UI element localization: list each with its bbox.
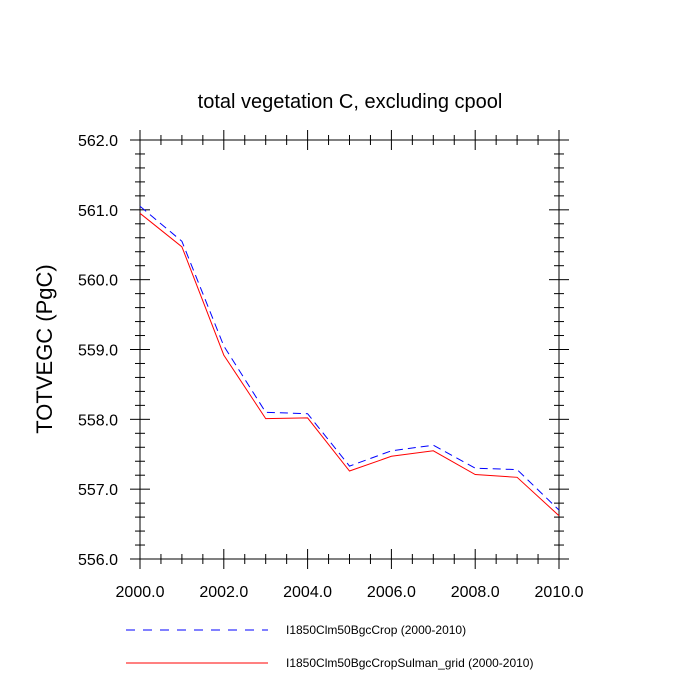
y-axis-label: TOTVEGC (PgC) [32,264,57,434]
x-tick-label: 2010.0 [535,584,584,601]
legend-label-2: I1850Clm50BgcCropSulman_grid (2000-2010) [286,656,533,670]
series-line-1 [139,205,560,511]
y-tick-label: 558.0 [78,412,118,429]
x-tick-label: 2000.0 [116,584,165,601]
chart-title: total vegetation C, excluding cpool [198,91,503,113]
axis-ticks [130,130,569,569]
y-tick-label: 560.0 [78,273,118,290]
legend-label-1: I1850Clm50BgcCrop (2000-2010) [286,623,466,637]
x-tick-label: 2006.0 [367,584,416,601]
legend: I1850Clm50BgcCrop (2000-2010) I1850Clm50B… [126,623,533,670]
y-tick-label: 556.0 [78,552,118,569]
plot-frame [139,139,560,560]
x-tick-label: 2002.0 [199,584,248,601]
y-tick-label: 561.0 [78,203,118,220]
x-tick-label: 2008.0 [451,584,500,601]
y-tick-label: 557.0 [78,482,118,499]
x-tick-label: 2004.0 [283,584,332,601]
y-tick-label: 562.0 [78,133,118,150]
y-tick-labels: 556.0 557.0 558.0 559.0 560.0 561.0 562.0 [78,133,118,569]
y-tick-label: 559.0 [78,343,118,360]
series-line-2 [139,212,560,517]
series-lines [139,205,560,517]
x-tick-labels: 2000.0 2002.0 2004.0 2006.0 2008.0 2010.0 [116,584,584,601]
